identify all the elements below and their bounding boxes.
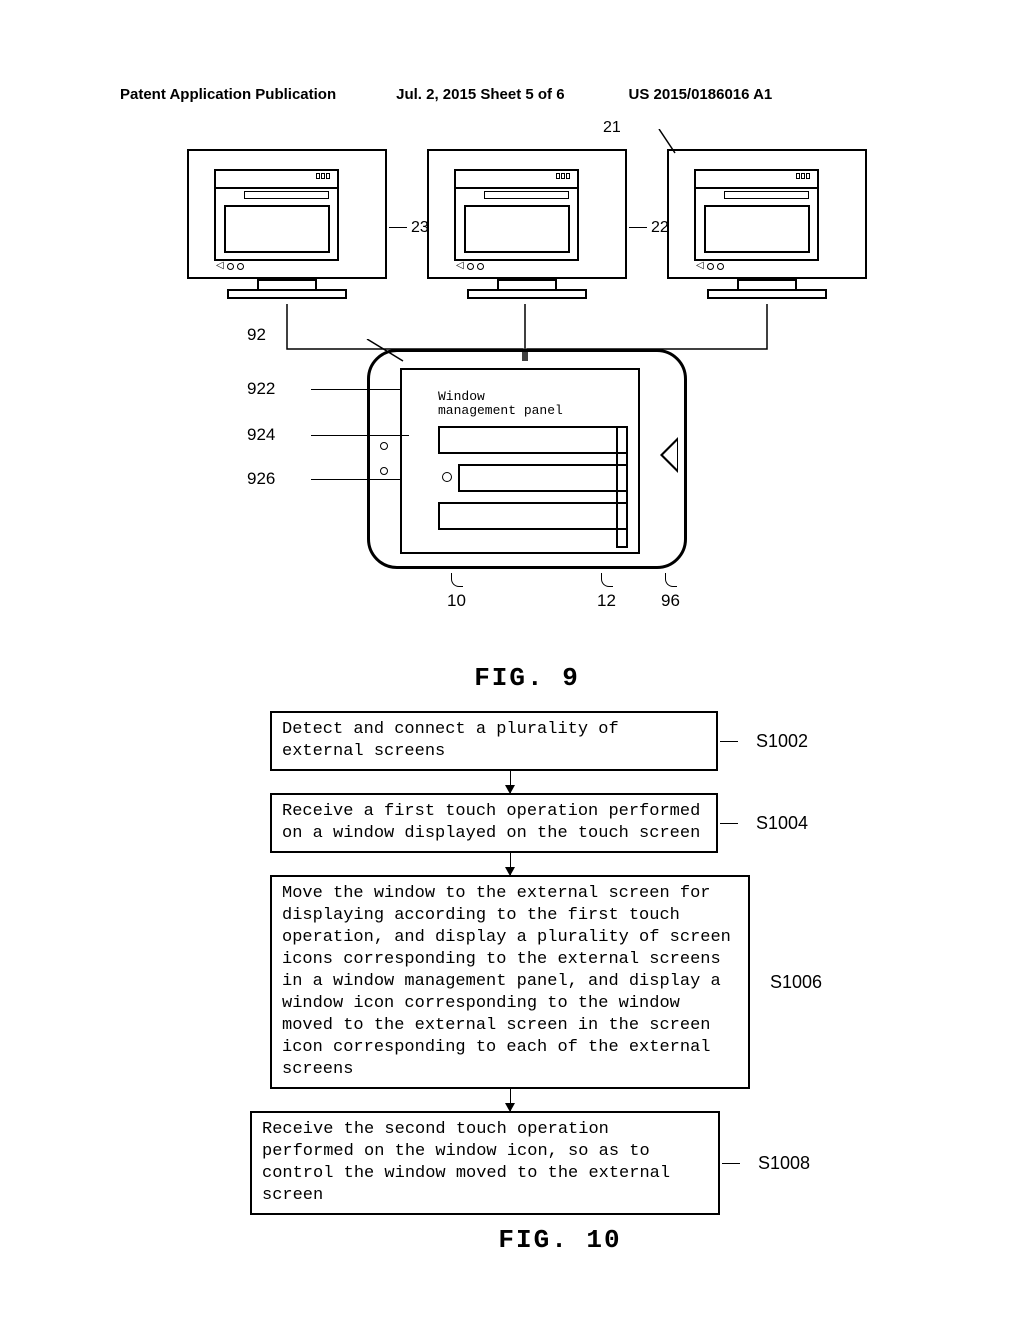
ref-924: 924 xyxy=(247,425,275,445)
flow-step-1: Detect and connect a plurality of extern… xyxy=(270,711,718,771)
ref-12: 12 xyxy=(597,591,616,611)
fig9-diagram: ◁ 23 ◁ xyxy=(187,149,867,693)
panel-dot-icon xyxy=(442,472,452,482)
monitor-left: ◁ 23 xyxy=(187,149,387,299)
panel-row-1 xyxy=(438,426,628,454)
monitor-center: ◁ 22 xyxy=(427,149,627,299)
tablet-device: Window management panel 92 xyxy=(367,349,687,611)
flow-ref-3: S1006 xyxy=(770,972,822,993)
ref-96: 96 xyxy=(661,591,680,611)
ref-92: 92 xyxy=(247,325,266,345)
ref-926: 926 xyxy=(247,469,275,489)
flow-step-3: Move the window to the external screen f… xyxy=(270,875,750,1089)
ref-10: 10 xyxy=(447,591,466,611)
home-button-icon xyxy=(660,437,678,473)
ref-922: 922 xyxy=(247,379,275,399)
patent-header: Patent Application Publication Jul. 2, 2… xyxy=(120,86,934,103)
panel-row-2 xyxy=(458,464,628,492)
monitor-right: 21 ◁ xyxy=(667,149,867,299)
panel-scrollbar xyxy=(616,426,628,548)
fig10-flowchart: Detect and connect a plurality of extern… xyxy=(270,711,810,1255)
header-center: Jul. 2, 2015 Sheet 5 of 6 xyxy=(396,86,564,103)
header-left: Patent Application Publication xyxy=(120,86,336,103)
flow-ref-1: S1002 xyxy=(756,731,808,752)
panel-title: Window management panel xyxy=(438,390,563,418)
panel-row-3 xyxy=(438,502,628,530)
flow-step-2: Receive a first touch operation performe… xyxy=(270,793,718,853)
fig10-caption: FIG. 10 xyxy=(310,1225,810,1255)
flow-ref-2: S1004 xyxy=(756,813,808,834)
ref-21: 21 xyxy=(603,119,621,137)
fig9-caption: FIG. 9 xyxy=(187,663,867,693)
flow-step-4: Receive the second touch operation perfo… xyxy=(250,1111,720,1215)
header-right: US 2015/0186016 A1 xyxy=(629,86,773,103)
flow-ref-4: S1008 xyxy=(758,1153,810,1174)
